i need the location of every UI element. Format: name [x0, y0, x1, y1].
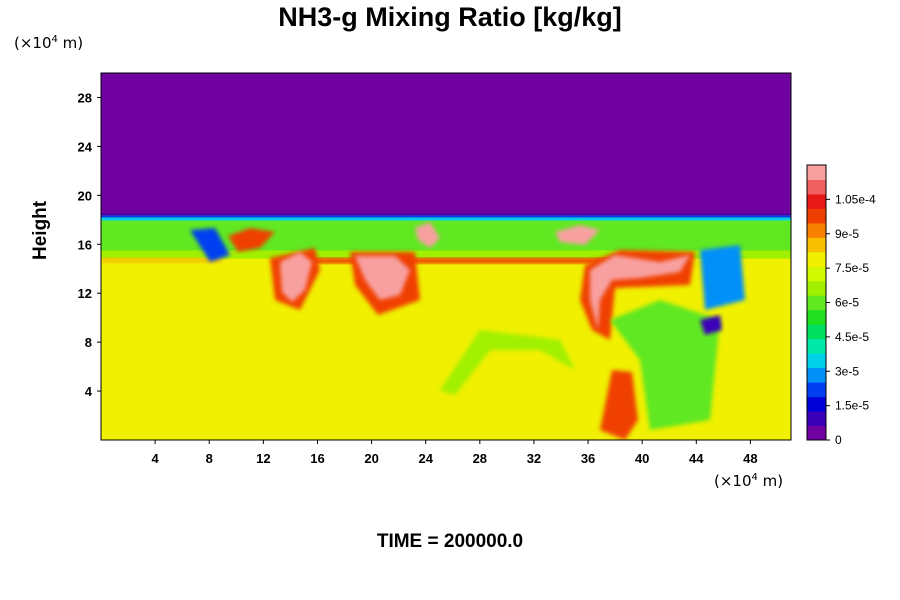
y-axis-unit: (×104 m) — [14, 34, 84, 52]
x-tick-label: 28 — [473, 451, 487, 466]
plume-core — [555, 225, 600, 245]
colorbar-swatch — [807, 280, 826, 296]
x-tick-label: 8 — [206, 451, 213, 466]
colorbar-swatch — [807, 338, 826, 354]
x-tick-label: 20 — [364, 451, 378, 466]
heatmap-field — [101, 73, 791, 440]
time-label: TIME = 200000.0 — [376, 531, 524, 552]
y-tick-label: 8 — [85, 335, 92, 350]
plume-core — [610, 300, 720, 430]
colorbar-label: 7.5e-5 — [835, 261, 869, 275]
x-tick-label: 16 — [310, 451, 324, 466]
interface-band — [101, 217, 791, 221]
x-axis: 4 8 12 16 20 24 28 32 36 40 44 48 — [152, 440, 758, 466]
plume-core — [700, 245, 745, 310]
colorbar-swatch — [807, 396, 826, 412]
plume-core — [355, 256, 410, 300]
upper-field — [101, 73, 791, 215]
plot-frame — [100, 72, 792, 441]
y-tick-label: 16 — [78, 237, 92, 252]
colorbar-swatch — [807, 382, 826, 398]
plume-core — [700, 315, 722, 335]
x-tick-label: 32 — [527, 451, 541, 466]
plume-core — [415, 222, 440, 248]
colorbar-swatch — [807, 367, 826, 383]
x-tick-label: 40 — [635, 451, 649, 466]
y-tick-label: 12 — [78, 286, 92, 301]
colorbar-swatch — [807, 353, 826, 369]
colorbar-swatch — [807, 411, 826, 427]
x-tick-label: 24 — [418, 451, 433, 466]
interface-band — [101, 215, 791, 218]
colorbar-label: 3e-5 — [835, 364, 859, 378]
x-axis-unit: (×104 m) — [714, 472, 784, 490]
strong-layer — [300, 257, 685, 264]
plume-core — [600, 370, 638, 440]
transition-band — [101, 250, 791, 259]
y-tick-label: 24 — [78, 139, 93, 154]
colorbar-swatch — [807, 324, 826, 340]
colorbar-swatch — [807, 237, 826, 253]
x-tick-label: 48 — [743, 451, 757, 466]
colorbar-swatch — [807, 193, 826, 209]
colorbar-swatch — [807, 165, 826, 180]
plume-core — [440, 330, 575, 395]
chart-title: NH3-g Mixing Ratio [kg/kg] — [278, 2, 622, 32]
x-tick-label: 36 — [581, 451, 595, 466]
interface-band — [101, 213, 791, 216]
layer-left — [101, 257, 221, 263]
y-tick-label: 4 — [85, 384, 93, 399]
colorbar-swatch — [807, 251, 826, 267]
y-axis: 4 8 12 16 20 24 28 — [78, 90, 101, 399]
colorbar-label: 1.05e-4 — [835, 192, 876, 206]
colorbar-swatch — [807, 266, 826, 282]
x-tick-label: 4 — [152, 451, 160, 466]
plume-core — [228, 228, 275, 252]
x-tick-label: 12 — [256, 451, 270, 466]
colorbar-swatch — [807, 425, 826, 441]
y-tick-label: 28 — [78, 90, 92, 105]
colorbar-label: 0 — [835, 433, 842, 447]
plume-core — [590, 255, 690, 330]
colorbar-swatch — [807, 222, 826, 238]
plume-core — [280, 252, 312, 302]
colorbar-swatch — [807, 179, 826, 195]
colorbar: 0 1.5e-5 3e-5 4.5e-5 6e-5 7.5e-5 9e-5 1.05e-4 — [806, 164, 876, 447]
y-tick-label: 20 — [78, 188, 92, 203]
colorbar-swatch — [807, 208, 826, 224]
colorbar-label: 4.5e-5 — [835, 330, 869, 344]
x-tick-label: 44 — [689, 451, 704, 466]
colorbar-label: 1.5e-5 — [835, 399, 869, 413]
colorbar-swatch — [807, 295, 826, 311]
colorbar-label: 6e-5 — [835, 296, 859, 310]
colorbar-label: 9e-5 — [835, 227, 859, 241]
plume-core — [190, 228, 230, 262]
colorbar-swatch — [807, 309, 826, 325]
